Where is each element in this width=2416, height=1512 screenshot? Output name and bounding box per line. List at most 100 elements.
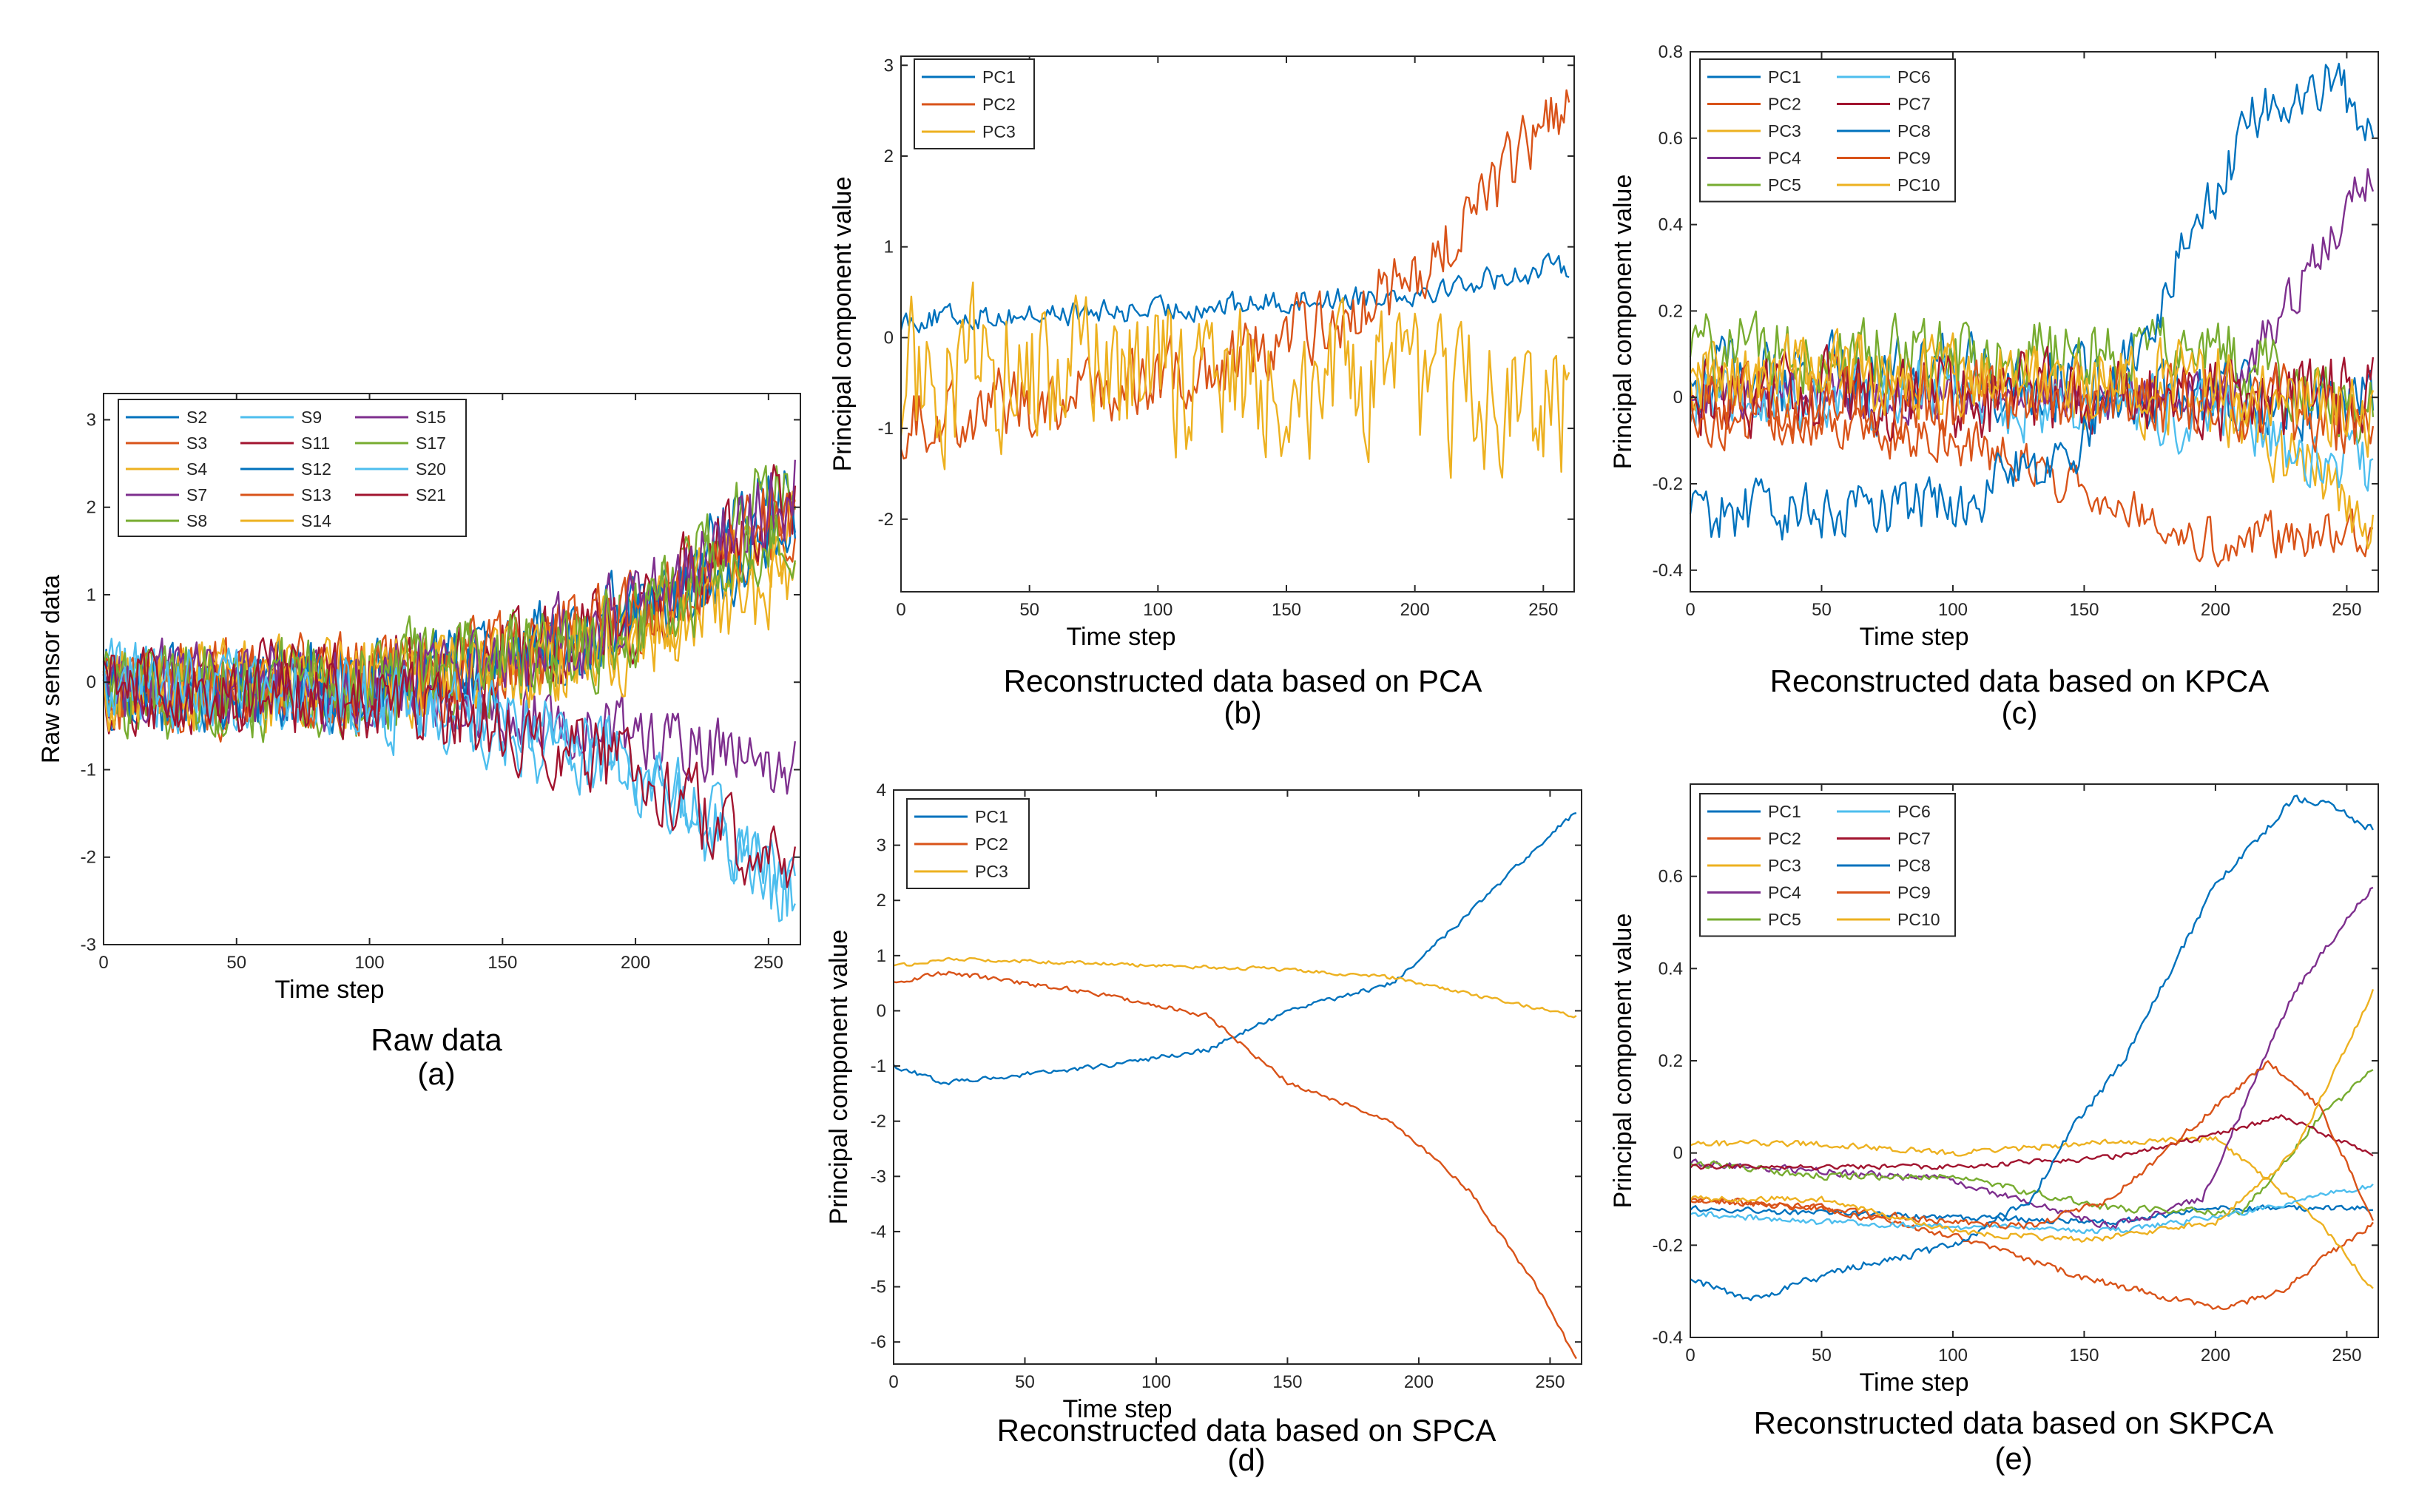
- x-tick-label: 250: [2332, 600, 2361, 620]
- chart-caption-label: (c): [2002, 695, 2038, 730]
- series-line-pc2: [1690, 1198, 2374, 1311]
- legend-label-pc10: PC10: [1897, 910, 1940, 929]
- chart-caption-label: (b): [1224, 695, 1261, 730]
- y-tick-label: 2: [87, 498, 96, 518]
- series-line-pc1: [893, 811, 1577, 1086]
- y-tick-label: -2: [871, 1112, 886, 1132]
- x-tick-label: 100: [1938, 1346, 1968, 1366]
- y-tick-label: -0.2: [1653, 1235, 1683, 1255]
- chart-d: 0 50 100 150 200 250 -6 -5 -4 -3 -2 -1 0 1 2 3 4 Time ste…: [825, 780, 1582, 1477]
- y-tick-label: -4: [871, 1222, 886, 1242]
- y-tick-label: -6: [871, 1332, 886, 1352]
- legend-label-pc5: PC5: [1768, 910, 1801, 929]
- series-line-pc3: [1690, 1135, 2374, 1289]
- x-tick-label: 250: [1528, 600, 1558, 620]
- legend-label-s20: S20: [416, 459, 446, 479]
- x-axis-label: Time step: [1062, 1395, 1172, 1423]
- y-tick-label: -1: [878, 419, 894, 439]
- series-line-pc6: [1690, 1183, 2374, 1235]
- y-tick-label: -0.4: [1653, 1328, 1683, 1348]
- x-tick-label: 100: [1141, 1372, 1171, 1392]
- y-axis-label: Principal component value: [1609, 175, 1637, 470]
- legend-label-s13: S13: [301, 485, 331, 504]
- y-tick-label: -1: [81, 760, 96, 780]
- chart-c: 0 50 100 150 200 250 -0.4 -0.2 0 0.2 0.4 0.6 0.8 Time…: [1609, 42, 2379, 730]
- x-tick-label: 250: [754, 953, 783, 973]
- y-axis-label: Principal component value: [829, 177, 857, 472]
- legend: PC1 PC2 PC3 PC4 PC5 PC6 PC7 PC8 PC9 PC10: [1699, 793, 1956, 937]
- y-tick-label: -1: [871, 1056, 886, 1076]
- series-group: [900, 89, 1570, 479]
- x-axis-label: Time step: [1859, 623, 1968, 651]
- x-tick-label: 100: [1938, 600, 1968, 620]
- legend: PC1 PC2 PC3 PC4 PC5 PC6 PC7 PC8 PC9 PC10: [1699, 58, 1956, 203]
- legend: PC1 PC2 PC3: [906, 798, 1030, 889]
- x-tick-label: 150: [487, 953, 517, 973]
- x-tick-label: 50: [1812, 600, 1832, 620]
- y-tick-label: -5: [871, 1278, 886, 1297]
- y-tick-label: 1: [877, 946, 886, 966]
- series-line-s17: [102, 514, 796, 735]
- y-tick-label: 3: [884, 55, 894, 75]
- x-tick-label: 0: [888, 1372, 898, 1392]
- y-tick-label: 3: [877, 836, 886, 856]
- legend-label-pc3: PC3: [1768, 121, 1801, 141]
- series-line-pc3: [900, 281, 1570, 479]
- legend-label-pc9: PC9: [1897, 883, 1931, 902]
- x-axis-label: Time step: [274, 976, 384, 1004]
- series-line-pc9: [1690, 1060, 2375, 1230]
- legend-label-pc6: PC6: [1897, 67, 1931, 87]
- y-tick-label: 0: [1673, 388, 1683, 408]
- legend-label-pc1: PC1: [1768, 67, 1801, 87]
- legend-label-s21: S21: [416, 485, 446, 504]
- y-tick-label: 1: [87, 585, 96, 605]
- x-tick-label: 250: [2332, 1346, 2361, 1366]
- y-tick-label: -2: [878, 510, 894, 530]
- x-tick-label: 0: [1685, 1346, 1695, 1366]
- series-group: [893, 811, 1577, 1360]
- legend-label-pc8: PC8: [1897, 856, 1931, 875]
- plot-area-frame: [893, 789, 1582, 1365]
- x-axis-label: Time step: [1066, 623, 1175, 651]
- legend-label-s15: S15: [416, 408, 446, 427]
- x-tick-label: 200: [2201, 600, 2230, 620]
- chart-e: 0 50 100 150 200 250 -0.4 -0.2 0 0.2 0.4 0.6 Time st…: [1609, 783, 2379, 1476]
- series-group: [1689, 62, 2375, 567]
- series-group: [1690, 794, 2375, 1311]
- chart-b: 0 50 100 150 200 250 -2 -1 0 1 2 3 Time step Principa…: [829, 55, 1575, 730]
- legend-label-s3: S3: [186, 433, 207, 453]
- legend-label-s4: S4: [186, 459, 207, 479]
- y-tick-label: 2: [884, 146, 894, 166]
- series-group: [102, 459, 796, 922]
- x-tick-label: 200: [1404, 1372, 1434, 1392]
- series-line-pc7: [1690, 1114, 2374, 1171]
- legend-label-pc1: PC1: [1768, 802, 1801, 821]
- legend-label-s14: S14: [301, 511, 331, 530]
- series-line-pc1: [900, 252, 1570, 334]
- y-tick-label: 0: [877, 1001, 886, 1021]
- y-axis-label: Principal component value: [1609, 914, 1637, 1209]
- legend-label-pc2: PC2: [1768, 829, 1801, 848]
- legend-label-pc8: PC8: [1897, 121, 1931, 141]
- chart-caption-label: (a): [417, 1056, 455, 1091]
- y-tick-label: 0: [87, 672, 96, 692]
- chart-title: Reconstructed data based on PCA: [1004, 664, 1482, 698]
- legend-label-s9: S9: [301, 408, 322, 427]
- plot-area-frame: [900, 55, 1575, 593]
- y-tick-label: -2: [81, 848, 96, 868]
- x-tick-label: 50: [1812, 1346, 1832, 1366]
- x-tick-label: 0: [896, 600, 905, 620]
- x-tick-label: 50: [1015, 1372, 1035, 1392]
- series-line-pc5: [1690, 1069, 2374, 1216]
- series-line-s20: [102, 647, 796, 900]
- legend: S2 S3 S4 S7 S8 S9 S11 S12 S13 S14 S15 S17 S20 S21: [118, 399, 467, 537]
- legend-label-pc2: PC2: [982, 95, 1016, 114]
- y-tick-label: 3: [87, 410, 96, 430]
- x-tick-label: 200: [1400, 600, 1430, 620]
- x-tick-label: 150: [2069, 600, 2099, 620]
- series-line-pc4: [1690, 886, 2374, 1231]
- y-tick-label: 1: [884, 237, 894, 257]
- chart-title: Reconstructed data based on KPCA: [1770, 664, 2270, 698]
- legend-label-s2: S2: [186, 408, 207, 427]
